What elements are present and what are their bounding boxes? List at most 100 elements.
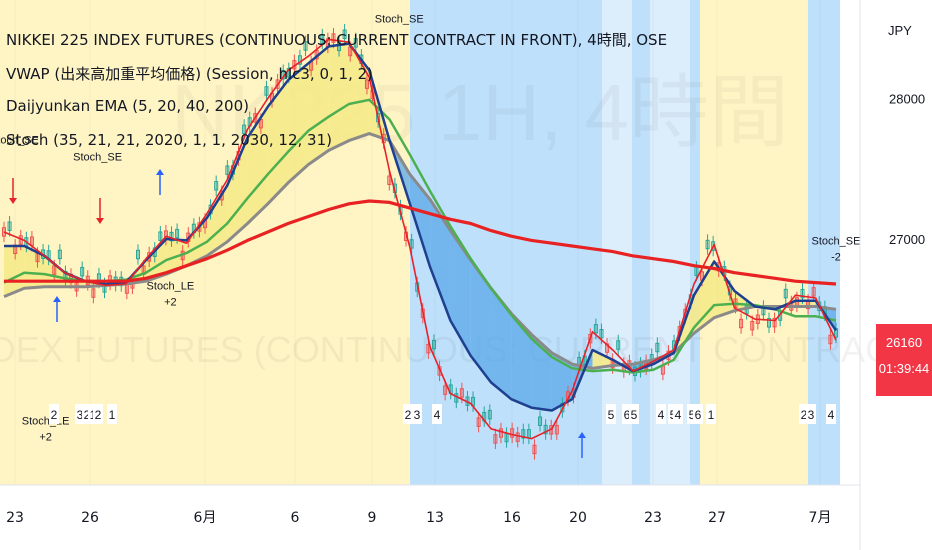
ema-cloud-segment — [470, 260, 492, 383]
ema-cloud-segment — [551, 352, 573, 411]
candle — [443, 385, 448, 395]
signal-label: Stoch_SE — [73, 151, 122, 163]
last-price-value: 26160 — [885, 335, 923, 350]
regime-band — [690, 0, 700, 485]
candle — [214, 181, 219, 191]
entry-number-box — [606, 404, 616, 424]
candle — [7, 221, 12, 231]
entry-number: 4 — [675, 408, 682, 422]
candle — [158, 231, 163, 241]
ema-cloud-segment — [693, 261, 715, 334]
candle — [387, 175, 392, 185]
ema-cloud-segment — [450, 230, 471, 356]
candle — [353, 38, 358, 48]
ema-cloud-segment — [491, 288, 512, 400]
x-tick-label: 7月 — [809, 510, 832, 526]
entry-number-box — [806, 404, 816, 424]
entry-number: 2 — [51, 408, 58, 422]
candle — [136, 249, 141, 260]
entry-number: 2 — [84, 408, 91, 422]
candle — [459, 388, 464, 398]
entry-number-box — [629, 404, 639, 424]
indicator-lines — [3, 38, 838, 440]
entry-number-box — [656, 404, 666, 424]
entry-number: 2 — [405, 408, 412, 422]
candle — [175, 228, 180, 239]
entry-number: 6 — [624, 408, 631, 422]
ema-cloud-segment — [328, 43, 349, 151]
entry-number-box — [673, 404, 683, 424]
entry-number-box — [93, 404, 103, 424]
x-tick-label: 16 — [503, 510, 521, 526]
entry-number-box — [49, 404, 59, 424]
header-line-1: NIKKEI 225 INDEX FUTURES (CONTINUOUS: CU… — [6, 31, 668, 49]
candle — [242, 124, 247, 135]
entry-number-box — [687, 404, 697, 424]
x-tick-label: 6 — [291, 510, 300, 526]
entry-number: 5 — [631, 408, 638, 422]
entry-number: 2 — [801, 408, 808, 422]
candle — [616, 340, 621, 350]
x-tick-label: 9 — [368, 510, 377, 526]
candle — [52, 265, 57, 275]
candle — [515, 432, 520, 442]
ema-cloud-segment — [267, 80, 289, 204]
candle — [57, 249, 62, 260]
ema-cloud-segment — [592, 350, 613, 369]
entry-number: 3 — [77, 408, 84, 422]
ema-cloud-segment — [511, 313, 532, 408]
signal-label: Stoch_SE — [375, 13, 424, 25]
y-tick-label: 28000 — [889, 91, 925, 106]
signal-label: Stoch_LE — [147, 281, 195, 293]
signal-sub: +2 — [164, 297, 177, 309]
candle — [599, 329, 604, 339]
candle — [80, 266, 85, 277]
candle — [705, 239, 710, 250]
ema-cloud-segment — [4, 246, 25, 297]
entry-number-box — [799, 404, 809, 424]
candle — [303, 41, 308, 51]
entry-number-box — [622, 404, 632, 424]
signal-markers: Stoch_SE Stoch_SE Stoch_LE +2 Stoch_LE +2 Stoc… — [0, 13, 860, 458]
arrow-head — [96, 218, 104, 224]
candle — [297, 55, 302, 65]
x-tick-label: 20 — [569, 510, 587, 526]
header-line-3: Daijyunkan EMA (5, 20, 40, 200) — [6, 97, 249, 115]
candle — [320, 34, 325, 44]
candle — [766, 318, 771, 328]
header-line-2: VWAP (出来高加重平均価格) (Session, hlc3, 0, 1, 2… — [6, 65, 373, 83]
signal-label: Stoch_SE — [0, 134, 39, 146]
candle — [348, 46, 353, 57]
candle — [739, 318, 744, 329]
entry-number-box — [403, 404, 413, 424]
entry-number-box — [82, 404, 92, 424]
entry-number-box — [693, 404, 703, 424]
signal-sub: -2 — [831, 252, 841, 264]
x-tick-label: 26 — [81, 510, 99, 526]
x-tick-label: 13 — [426, 510, 444, 526]
candle — [476, 417, 481, 427]
candle — [264, 86, 269, 96]
x-tick-label: 27 — [708, 510, 726, 526]
candle — [275, 79, 280, 89]
candle — [342, 29, 347, 39]
entry-number-box — [107, 404, 117, 424]
entry-number: 1 — [109, 408, 116, 422]
x-tick-label: 23 — [6, 510, 24, 526]
candle — [750, 320, 755, 331]
candle — [828, 334, 833, 345]
entry-number-box — [412, 404, 422, 424]
ema5-line — [3, 38, 837, 440]
candle — [593, 324, 598, 334]
candle — [498, 428, 503, 438]
y-tick-label: 27000 — [889, 232, 925, 247]
ema-cloud-segment — [308, 46, 329, 165]
regime-band — [700, 0, 808, 485]
right-gutter — [840, 0, 860, 485]
grid-lines — [14, 0, 821, 485]
entry-number: 1 — [708, 408, 715, 422]
candle — [811, 287, 816, 297]
ema-cloud-segment — [288, 63, 309, 183]
